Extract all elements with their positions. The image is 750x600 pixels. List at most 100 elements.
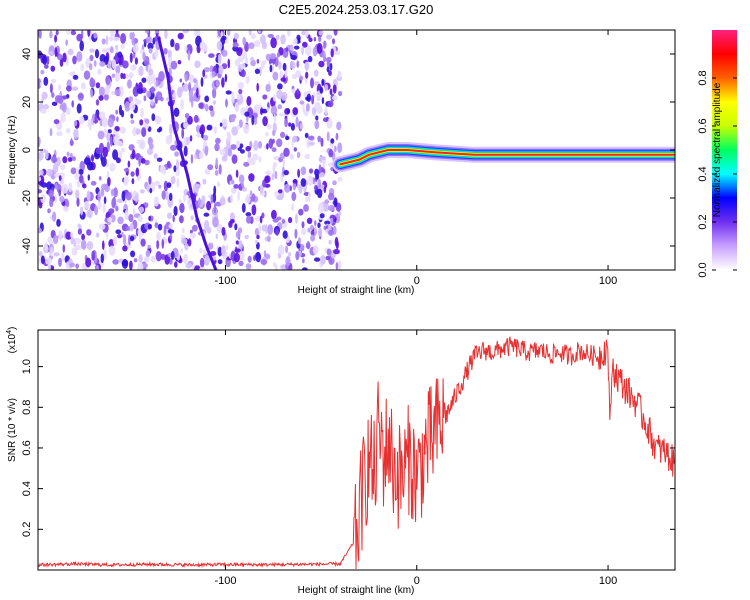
noise-speckle bbox=[83, 70, 91, 80]
noise-speckle bbox=[186, 44, 193, 55]
noise-speckle bbox=[276, 52, 281, 58]
noise-speckle bbox=[234, 102, 240, 113]
noise-speckle bbox=[270, 37, 277, 49]
noise-speckle bbox=[216, 224, 223, 233]
noise-speckle bbox=[219, 122, 223, 127]
noise-speckle bbox=[284, 183, 291, 193]
spectrogram-y-tick-label: -40 bbox=[21, 238, 33, 254]
noise-speckle bbox=[87, 30, 91, 37]
noise-speckle bbox=[314, 119, 320, 130]
noise-speckle bbox=[179, 78, 182, 83]
noise-speckle bbox=[215, 157, 219, 169]
noise-speckle bbox=[43, 76, 49, 86]
noise-speckle bbox=[56, 218, 61, 227]
noise-speckle bbox=[79, 40, 84, 52]
noise-speckle bbox=[79, 160, 85, 172]
noise-speckle bbox=[323, 40, 327, 49]
noise-speckle bbox=[117, 216, 124, 225]
noise-speckle bbox=[225, 90, 232, 95]
noise-speckle bbox=[184, 45, 188, 52]
noise-speckle bbox=[314, 257, 321, 262]
noise-speckle bbox=[90, 180, 97, 186]
noise-speckle bbox=[183, 253, 188, 265]
noise-speckle bbox=[129, 52, 133, 63]
noise-speckle bbox=[118, 54, 122, 66]
noise-speckle bbox=[231, 180, 235, 185]
noise-speckle bbox=[238, 227, 243, 234]
noise-speckle bbox=[310, 234, 316, 242]
noise-speckle bbox=[255, 239, 258, 245]
colorbar-ticks: 0.0 0.2 0.4 0.6 0.8 bbox=[697, 70, 737, 278]
noise-speckle bbox=[46, 168, 53, 177]
noise-speckle bbox=[113, 129, 116, 135]
noise-speckle bbox=[48, 51, 55, 56]
noise-speckle bbox=[129, 235, 135, 242]
noise-speckle bbox=[66, 151, 70, 157]
noise-speckle bbox=[86, 210, 91, 218]
noise-speckle bbox=[108, 245, 116, 256]
noise-speckle bbox=[98, 111, 106, 120]
noise-speckle bbox=[232, 42, 239, 48]
noise-speckle bbox=[237, 191, 240, 202]
noise-speckle bbox=[284, 69, 288, 79]
noise-speckle bbox=[210, 194, 214, 204]
noise-speckle bbox=[137, 215, 143, 222]
noise-speckle bbox=[78, 169, 84, 175]
noise-speckle bbox=[89, 122, 92, 131]
noise-speckle bbox=[73, 128, 79, 139]
noise-speckle bbox=[115, 109, 119, 115]
noise-speckle bbox=[299, 123, 304, 130]
noise-speckle bbox=[170, 175, 176, 185]
noise-speckle bbox=[268, 138, 274, 149]
noise-speckle bbox=[99, 61, 106, 67]
noise-speckle bbox=[117, 51, 123, 59]
noise-speckle bbox=[190, 215, 194, 221]
noise-speckle bbox=[65, 107, 71, 116]
noise-speckle bbox=[328, 239, 332, 245]
noise-speckle bbox=[276, 216, 282, 221]
noise-speckle bbox=[187, 115, 193, 125]
noise-speckle bbox=[71, 86, 79, 91]
noise-speckle bbox=[274, 264, 278, 270]
snr-y-tick-label: 0.2 bbox=[21, 522, 33, 537]
noise-speckle bbox=[81, 233, 85, 241]
snr-frame bbox=[37, 329, 676, 571]
noise-speckle bbox=[129, 101, 136, 111]
noise-speckle bbox=[57, 84, 62, 91]
noise-speckle bbox=[40, 255, 45, 264]
noise-speckle bbox=[288, 122, 292, 127]
noise-speckle bbox=[269, 53, 277, 60]
noise-speckle bbox=[106, 132, 110, 142]
noise-speckle bbox=[338, 90, 343, 97]
noise-speckle bbox=[200, 77, 204, 87]
noise-speckle bbox=[133, 258, 138, 263]
noise-speckle bbox=[178, 198, 182, 205]
colorbar: 0.0 0.2 0.4 0.6 0.8 Normalized spectral ampl… bbox=[697, 30, 737, 278]
noise-speckle bbox=[77, 223, 81, 229]
noise-speckle bbox=[81, 82, 86, 90]
noise-speckle bbox=[101, 117, 108, 128]
noise-speckle bbox=[217, 259, 223, 265]
noise-speckle bbox=[215, 79, 220, 87]
noise-speckle bbox=[308, 141, 315, 146]
noise-speckle bbox=[184, 73, 188, 82]
noise-speckle bbox=[305, 103, 310, 112]
noise-speckle bbox=[155, 115, 162, 125]
colorbar-gradient bbox=[712, 30, 737, 270]
noise-speckle bbox=[86, 190, 91, 202]
noise-speckle bbox=[52, 235, 59, 245]
noise-speckle bbox=[272, 71, 279, 81]
noise-speckle bbox=[329, 62, 333, 71]
noise-speckle bbox=[141, 77, 147, 83]
noise-speckle bbox=[332, 180, 337, 186]
noise-speckle bbox=[257, 141, 263, 149]
noise-speckle bbox=[169, 257, 173, 265]
noise-speckle bbox=[62, 244, 66, 253]
noise-speckle bbox=[208, 105, 214, 111]
noise-speckle bbox=[318, 202, 324, 214]
noise-speckle bbox=[240, 149, 245, 154]
noise-speckle bbox=[167, 229, 175, 234]
noise-speckle bbox=[132, 208, 136, 215]
noise-speckle bbox=[318, 60, 325, 68]
noise-speckle bbox=[91, 250, 96, 261]
